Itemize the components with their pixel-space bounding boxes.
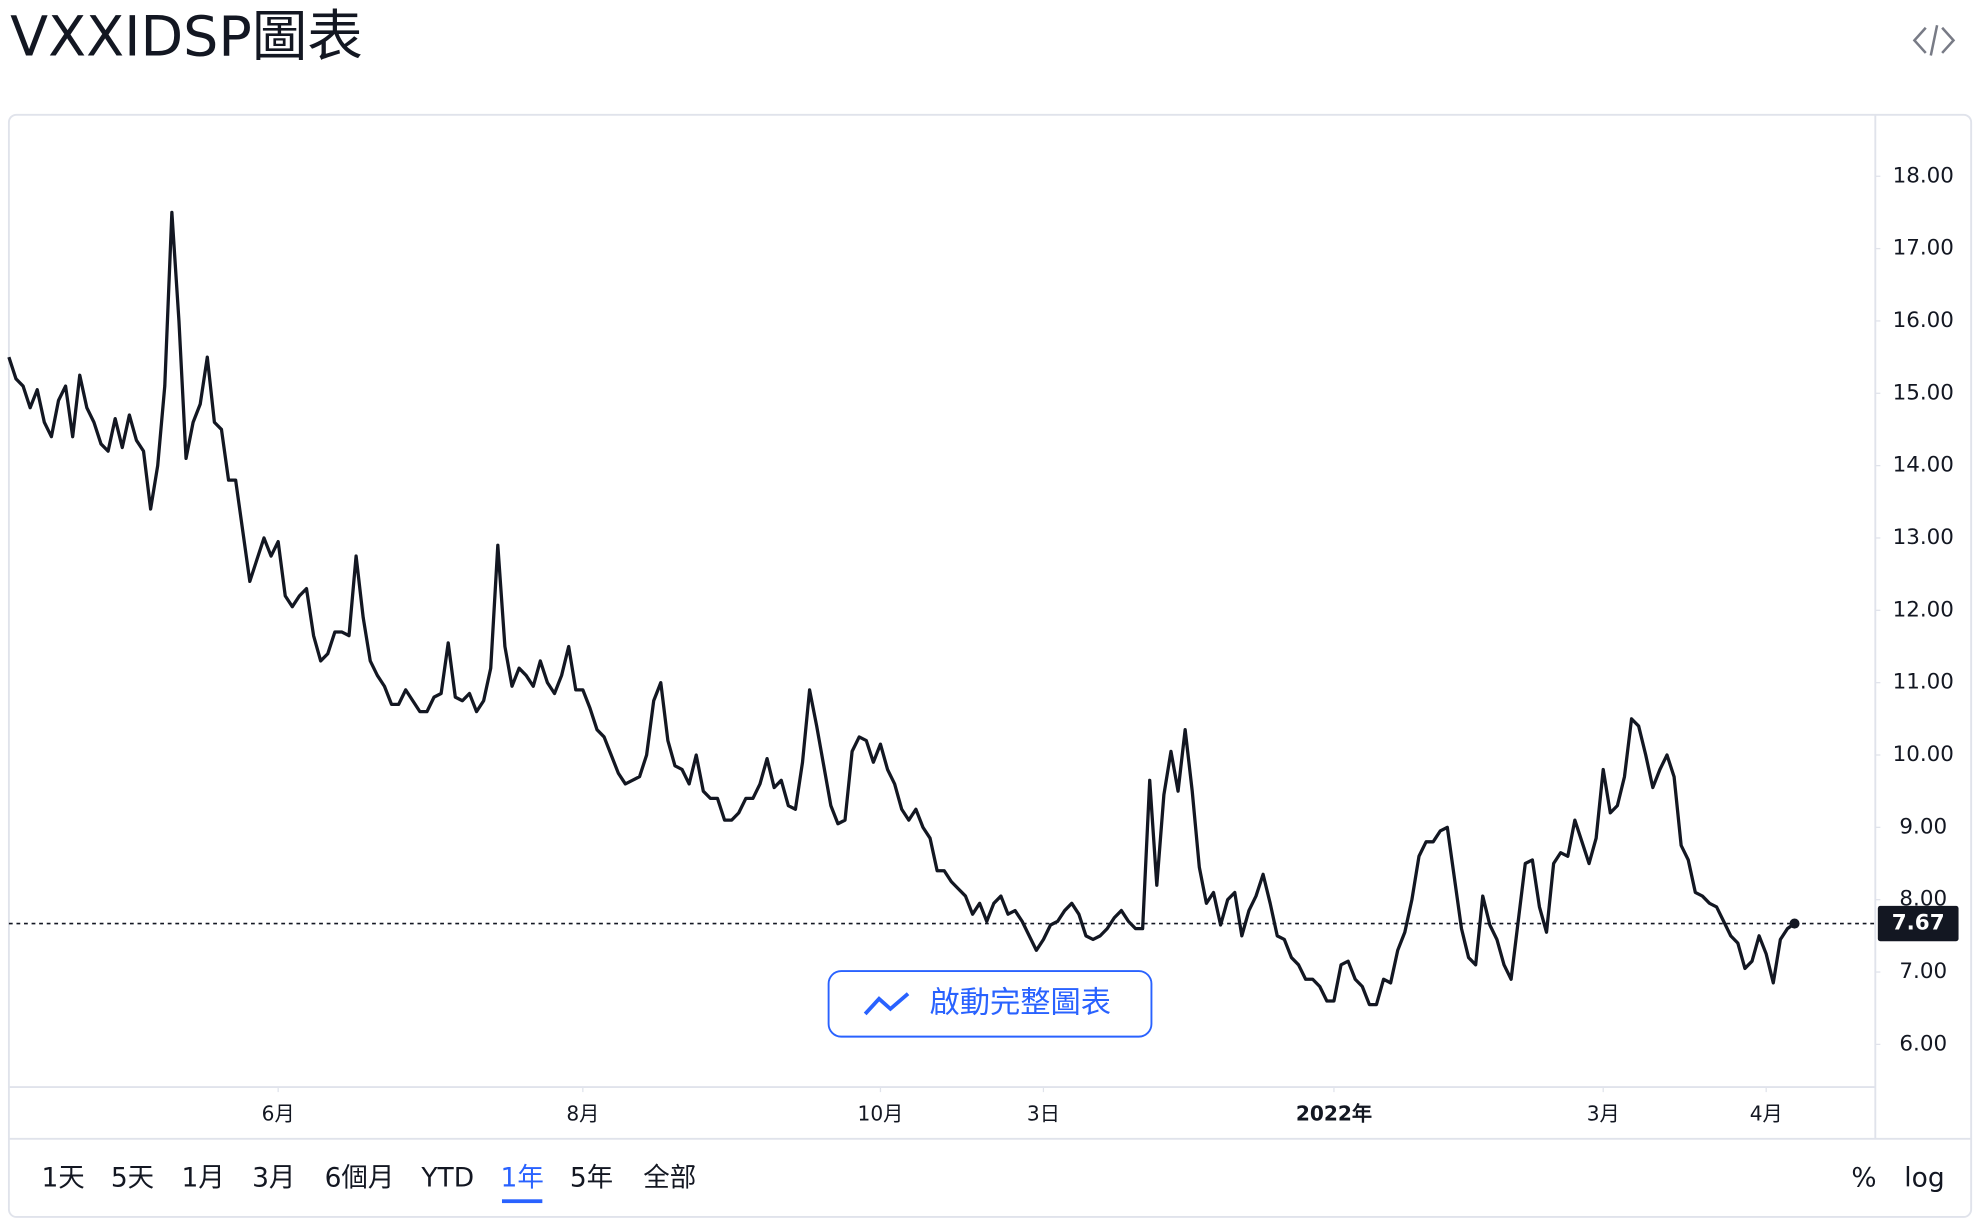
- range-button[interactable]: 1天: [41, 1163, 84, 1194]
- y-tick-label: 10.00: [1893, 742, 1954, 767]
- range-button[interactable]: 1月: [181, 1163, 224, 1194]
- y-tick-label: 12.00: [1893, 597, 1954, 622]
- launch-button-box[interactable]: [827, 970, 1153, 1038]
- plot: 6.007.008.009.0010.0011.0012.0013.0014.0…: [7, 163, 1959, 1125]
- range-button[interactable]: 3月: [252, 1163, 295, 1194]
- y-tick-label: 14.00: [1893, 453, 1954, 478]
- range-button[interactable]: 1年: [501, 1163, 544, 1194]
- x-tick-label: 8月: [566, 1101, 599, 1125]
- y-tick-label: 15.00: [1893, 380, 1954, 405]
- x-tick-label: 6月: [262, 1101, 295, 1125]
- range-button[interactable]: YTD: [420, 1163, 474, 1194]
- price-line: [7, 210, 1796, 1007]
- x-tick-label: 10月: [858, 1101, 904, 1125]
- x-tick-label: 3月: [1587, 1101, 1620, 1125]
- scale-option[interactable]: %: [1851, 1163, 1876, 1194]
- y-tick-label: 6.00: [1899, 1031, 1947, 1056]
- scale-option[interactable]: log: [1904, 1163, 1944, 1194]
- y-tick-label: 7.00: [1899, 959, 1947, 984]
- x-tick-label: 3日: [1027, 1101, 1060, 1125]
- launch-button-label[interactable]: 啟動完整圖表: [929, 985, 1111, 1020]
- toolbar: 1天 5天 1月 3月 6個月 YTD 1年 5年 全部% log: [41, 1163, 1945, 1204]
- range-button[interactable]: 全部: [643, 1163, 696, 1194]
- y-tick-label: 18.00: [1893, 163, 1954, 188]
- range-button[interactable]: 6個月: [325, 1163, 395, 1194]
- last-price-label: 7.67: [1892, 911, 1945, 936]
- y-tick-label: 13.00: [1893, 525, 1954, 550]
- range-button[interactable]: 5天: [111, 1163, 154, 1194]
- chart-frame: [7, 113, 1973, 1218]
- last-price-badge: [1877, 905, 1959, 942]
- last-point: [1789, 918, 1800, 929]
- embed-icon[interactable]: [1912, 24, 1956, 56]
- launch-icon: [863, 992, 910, 1016]
- y-tick-label: 17.00: [1893, 236, 1954, 261]
- x-tick-label: 2022年: [1296, 1101, 1372, 1125]
- page-title: VXXIDSP圖表: [10, 5, 363, 69]
- range-button[interactable]: 5年: [570, 1163, 613, 1194]
- y-tick-label: 9.00: [1899, 814, 1947, 839]
- y-tick-label: 16.00: [1893, 308, 1954, 333]
- launch-button[interactable]: 啟動完整圖表: [827, 970, 1153, 1038]
- y-tick-label: 11.00: [1893, 670, 1954, 695]
- x-tick-label: 4月: [1750, 1101, 1783, 1125]
- range-selected-underline: [501, 1199, 543, 1204]
